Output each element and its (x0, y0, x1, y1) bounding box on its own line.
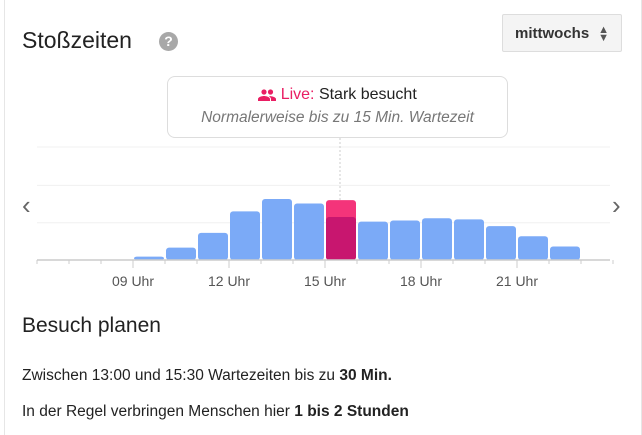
live-status: Stark besucht (318, 86, 417, 103)
popular-times-chart: 09 Uhr 12 Uhr 15 Uhr 18 Uhr 21 Uhr (36, 138, 614, 289)
bar (230, 211, 260, 260)
section-title: Stoßzeiten (22, 27, 132, 53)
bar (486, 226, 516, 260)
bar (550, 246, 580, 260)
bar (518, 236, 548, 260)
wait-info-bold: 30 Min. (339, 367, 392, 384)
bar (262, 198, 292, 260)
tick-label: 12 Uhr (208, 273, 250, 289)
live-label: Live: (280, 86, 315, 103)
bar (326, 217, 356, 260)
people-icon (258, 89, 277, 101)
bar (198, 232, 228, 260)
plan-title: Besuch planen (22, 314, 161, 337)
sort-arrows-icon: ▲ ▼ (598, 24, 609, 44)
day-select[interactable]: mittwochs ▲ ▼ (502, 14, 622, 52)
chevron-left-icon[interactable]: ‹ (22, 190, 31, 220)
bar (390, 220, 420, 260)
wait-info-text: Zwischen 13:00 und 15:30 Wartezeiten bis… (22, 367, 340, 384)
bar (454, 219, 484, 260)
bar (134, 256, 164, 260)
bar (294, 203, 324, 260)
duration-info-text: In der Regel verbringen Menschen hier (22, 403, 295, 420)
bar (422, 218, 452, 260)
duration-info: In der Regel verbringen Menschen hier 1 … (22, 403, 409, 421)
tick-label: 18 Uhr (400, 273, 442, 289)
live-tooltip: Live: Stark besucht Normalerweise bis zu… (167, 76, 508, 138)
wait-info: Zwischen 13:00 und 15:30 Wartezeiten bis… (22, 367, 392, 385)
tick-label: 21 Uhr (496, 273, 538, 289)
usual-wait: Normalerweise bis zu 15 Min. Wartezeit (201, 109, 474, 126)
tick-label: 15 Uhr (304, 273, 346, 289)
tick-label: 09 Uhr (112, 273, 154, 289)
bar (166, 247, 196, 260)
day-select-value: mittwochs (515, 25, 590, 42)
bar (358, 221, 388, 260)
chevron-right-icon[interactable]: › (612, 190, 621, 220)
help-icon[interactable]: ? (159, 32, 178, 51)
duration-info-bold: 1 bis 2 Stunden (294, 403, 409, 420)
